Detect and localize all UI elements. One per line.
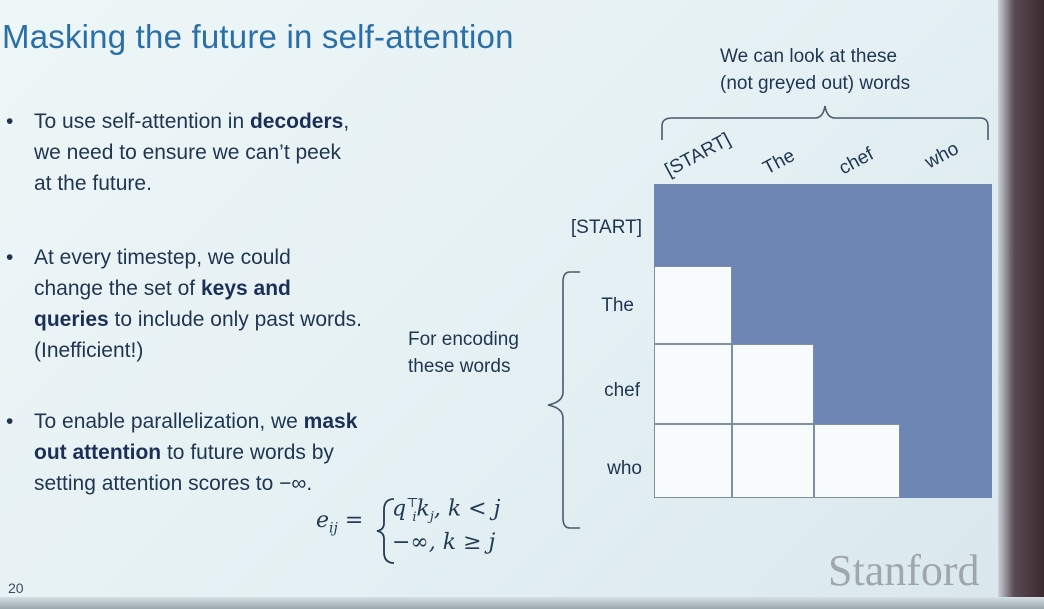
mask-cell bbox=[732, 184, 814, 266]
eq-equals: = bbox=[345, 508, 363, 533]
mask-cell bbox=[814, 424, 900, 498]
mask-cell bbox=[654, 266, 732, 344]
mask-cell bbox=[900, 266, 992, 344]
equation-lhs: eij = bbox=[316, 508, 363, 536]
page-number: 20 bbox=[8, 580, 24, 596]
eq-cond-1: , k < j bbox=[434, 496, 501, 521]
eq-q: q bbox=[392, 496, 406, 521]
row-label-the: The bbox=[560, 295, 634, 317]
mask-cell bbox=[900, 344, 992, 424]
mask-cell bbox=[814, 266, 900, 344]
mask-cell bbox=[654, 344, 732, 424]
mask-cell bbox=[732, 344, 814, 424]
mask-cell bbox=[732, 266, 814, 344]
row-label-start: [START] bbox=[560, 217, 642, 239]
mask-cell bbox=[814, 344, 900, 424]
mask-cell bbox=[900, 424, 992, 498]
eq-k: k bbox=[417, 496, 430, 521]
equation-case-1: q⊤ikj, k < j bbox=[392, 496, 500, 525]
mask-cell bbox=[814, 184, 900, 266]
row-label-chef: chef bbox=[560, 380, 640, 402]
mask-cell bbox=[654, 424, 732, 498]
row-label-who: who bbox=[560, 458, 642, 480]
eq-e: e bbox=[316, 508, 329, 533]
mask-cell bbox=[654, 184, 732, 266]
mask-cell bbox=[732, 424, 814, 498]
equation-case-2: −∞, k ≥ j bbox=[392, 530, 495, 555]
mask-cell bbox=[900, 184, 992, 266]
attention-mask-matrix bbox=[654, 184, 992, 498]
eq-sub-ij: ij bbox=[329, 520, 338, 536]
stanford-logo: Stanford bbox=[828, 545, 980, 596]
